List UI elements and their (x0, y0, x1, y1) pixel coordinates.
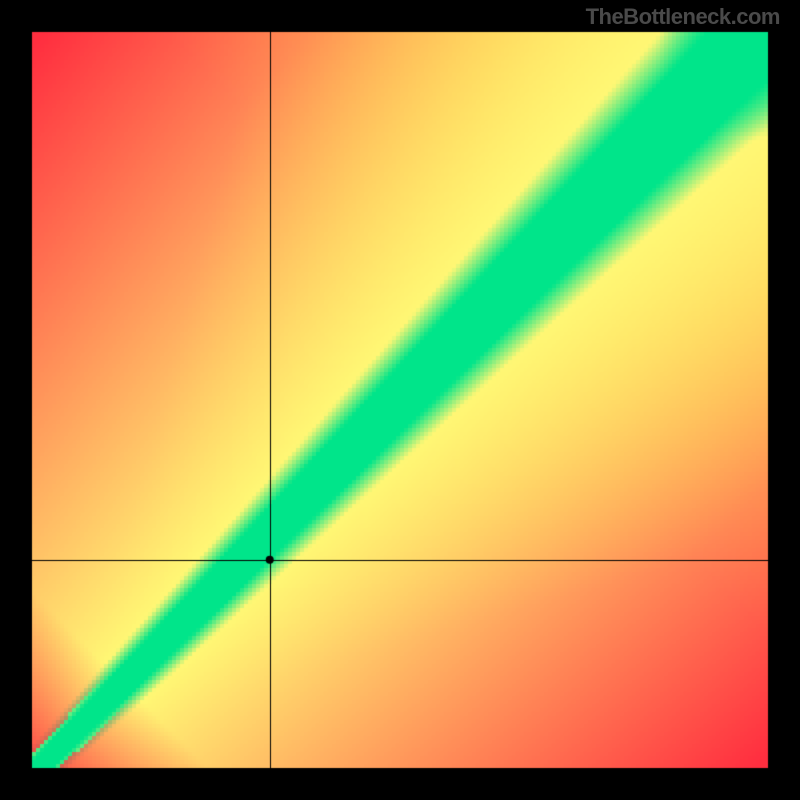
heatmap-canvas (0, 0, 800, 800)
watermark-text: TheBottleneck.com (586, 4, 780, 30)
chart-container: TheBottleneck.com (0, 0, 800, 800)
